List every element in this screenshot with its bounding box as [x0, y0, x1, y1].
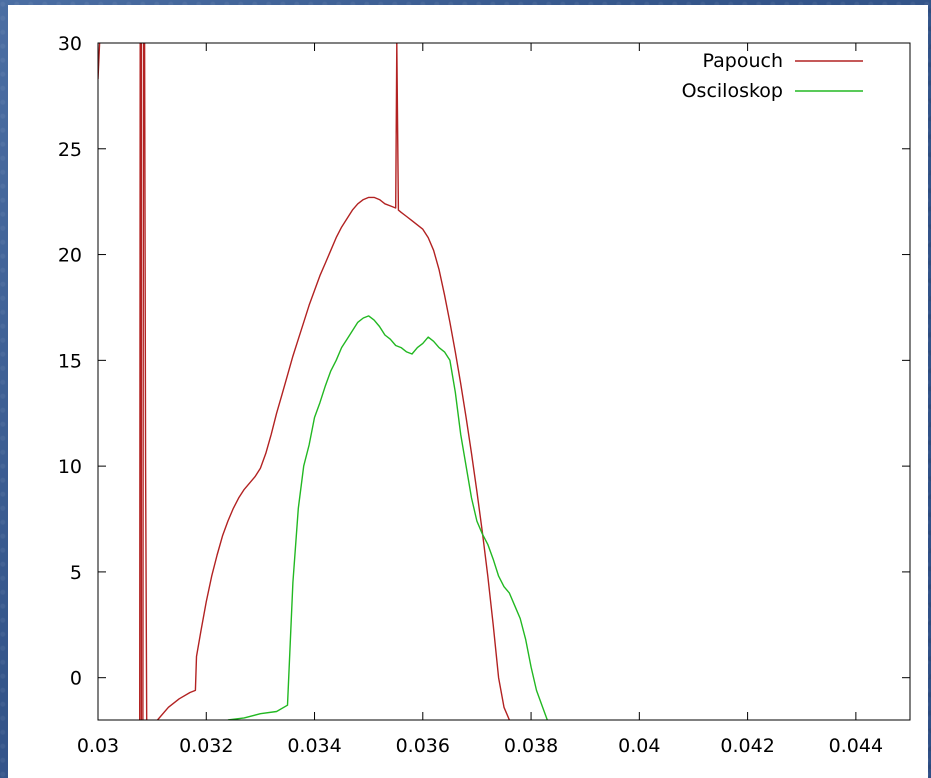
- legend-label-papouch: Papouch: [703, 50, 783, 72]
- x-tick-label: 0.034: [287, 735, 341, 757]
- x-tick-label: 0.038: [504, 735, 558, 757]
- x-tick-label: 0.03: [77, 735, 119, 757]
- y-tick-label: 0: [70, 668, 82, 690]
- legend-label-osciloskop: Osciloskop: [682, 80, 783, 102]
- plot-frame: [97, 42, 911, 721]
- ticks-layer: 0.03 0.032 0.034 0.036 0.038 0.04 0.042 0.044 0 5…: [58, 33, 910, 757]
- series-line-papouch-3: [156, 43, 511, 720]
- series-line-osciloskop-0: [227, 315, 548, 720]
- series-line-papouch-2: [142, 43, 148, 720]
- x-tick-label: 0.042: [720, 735, 774, 757]
- y-tick-label: 5: [70, 562, 82, 584]
- y-tick-label: 30: [58, 33, 82, 55]
- x-tick-label: 0.036: [396, 735, 450, 757]
- line-chart: 0.03 0.032 0.034 0.036 0.038 0.04 0.042 0.044 0 5…: [58, 33, 911, 757]
- chart-panel: 0.03 0.032 0.034 0.036 0.038 0.04 0.042 0.044 0 5…: [8, 5, 928, 778]
- y-tick-label: 25: [58, 139, 82, 161]
- series-line-papouch-1: [138, 43, 143, 720]
- y-tick-label: 20: [58, 245, 82, 267]
- y-tick-label: 15: [58, 350, 82, 372]
- x-tick-label: 0.032: [179, 735, 233, 757]
- x-tick-label: 0.044: [829, 735, 883, 757]
- x-tick-label: 0.04: [618, 735, 660, 757]
- y-tick-label: 10: [58, 456, 82, 478]
- legend: Papouch Osciloskop: [682, 50, 863, 102]
- series-layer: [98, 43, 548, 720]
